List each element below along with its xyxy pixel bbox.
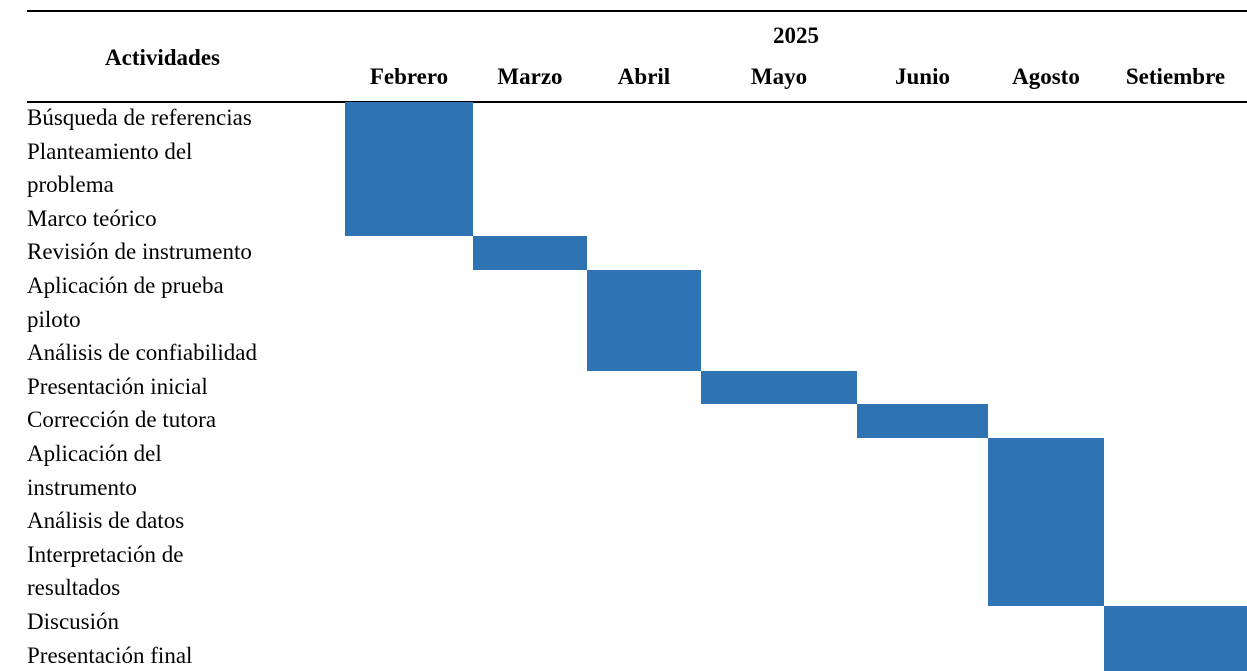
activity-line: Análisis de confiabilidad — [27, 340, 257, 366]
year-header: 2025 — [773, 23, 819, 48]
top-rule — [27, 10, 1247, 12]
bar-marzo — [473, 236, 587, 270]
bar-junio — [857, 404, 988, 438]
activity-line: Marco teórico — [27, 205, 157, 231]
activity-line: Corrección de tutora — [27, 407, 217, 433]
month-header-mayo: Mayo — [750, 64, 808, 89]
header-bottom-rule — [27, 101, 1247, 103]
activity-line: resultados — [27, 575, 121, 601]
bar-mayo — [701, 370, 857, 405]
month-header-marzo: Marzo — [497, 64, 563, 89]
activity-line: Planteamiento del — [27, 138, 193, 164]
activity-line: Presentación inicial — [27, 373, 208, 399]
activity-line: problema — [27, 172, 114, 198]
month-header-abril: Abril — [617, 64, 671, 89]
activity-line: Aplicación del — [27, 441, 162, 466]
month-header-setiembre: Setiembre — [1125, 64, 1226, 89]
activity-line: piloto — [27, 306, 81, 332]
activity-line: Interpretación de — [27, 541, 184, 567]
activities-header: Actividades — [105, 45, 220, 70]
activity-line: Presentación final — [27, 642, 193, 668]
activity-line: Discusión — [27, 609, 119, 634]
bar-febrero — [345, 102, 473, 237]
activity-line: Revisión de instrumento — [27, 239, 252, 265]
month-header-junio: Junio — [895, 64, 950, 89]
activity-line: instrumento — [27, 474, 137, 500]
activity-line: Búsqueda de referencias — [27, 105, 252, 130]
bar-abril — [587, 270, 701, 371]
bar-agosto — [988, 438, 1104, 606]
activity-line: Aplicación de prueba — [27, 273, 224, 298]
activity-line: Análisis de datos — [27, 508, 185, 534]
month-header-agosto: Agosto — [1012, 64, 1080, 89]
month-header-febrero: Febrero — [369, 64, 449, 89]
bar-setiembre — [1104, 606, 1247, 671]
